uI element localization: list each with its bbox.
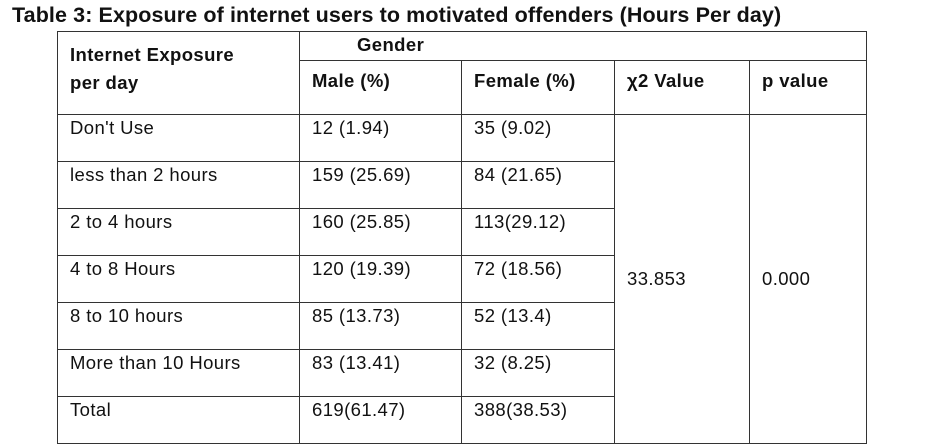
male-cell: 12 (1.94) <box>299 114 462 162</box>
row-label: 8 to 10 hours <box>57 302 300 350</box>
header-chi2-value: χ2 Value <box>614 60 750 115</box>
row-label: More than 10 Hours <box>57 349 300 397</box>
header-gender: Gender <box>298 31 868 61</box>
female-cell: 72 (18.56) <box>461 255 615 303</box>
chi2-value-cell: 33.853 <box>614 114 750 444</box>
header-p-value: p value <box>748 60 868 115</box>
female-cell: 113(29.12) <box>461 208 615 256</box>
row-label: Total <box>57 396 300 444</box>
header-internet-exposure-line1: Internet Exposure <box>70 44 235 65</box>
male-cell: 160 (25.85) <box>299 208 462 256</box>
header-internet-exposure-line2: per day <box>70 72 139 93</box>
exposure-table: Internet Exposure per day Gender Male (%… <box>57 31 868 444</box>
table-row: 2 to 4 hours 160 (25.85) 113(29.12) <box>57 208 867 256</box>
male-cell: 83 (13.41) <box>299 349 462 397</box>
female-cell: 52 (13.4) <box>461 302 615 350</box>
table-title: Table 3: Exposure of internet users to m… <box>12 3 782 27</box>
male-cell: 159 (25.69) <box>299 161 462 209</box>
row-label: 4 to 8 Hours <box>57 255 300 303</box>
table-row: 8 to 10 hours 85 (13.73) 52 (13.4) <box>57 302 867 350</box>
female-cell: 388(38.53) <box>461 396 615 444</box>
p-value-cell: 0.000 <box>748 114 868 444</box>
table-row: 4 to 8 Hours 120 (19.39) 72 (18.56) <box>57 255 867 303</box>
row-label: Don't Use <box>57 114 300 162</box>
male-cell: 85 (13.73) <box>299 302 462 350</box>
male-cell: 619(61.47) <box>299 396 462 444</box>
header-female: Female (%) <box>461 60 615 115</box>
header-male: Male (%) <box>299 60 462 115</box>
female-cell: 84 (21.65) <box>461 161 615 209</box>
female-cell: 35 (9.02) <box>461 114 615 162</box>
row-label: less than 2 hours <box>57 161 300 209</box>
header-internet-exposure: Internet Exposure per day <box>57 31 300 115</box>
female-cell: 32 (8.25) <box>461 349 615 397</box>
table-row: More than 10 Hours 83 (13.41) 32 (8.25) <box>57 349 867 397</box>
table-row: Don't Use 12 (1.94) 35 (9.02) 33.853 0.0… <box>57 114 868 444</box>
row-label: 2 to 4 hours <box>57 208 300 256</box>
male-cell: 120 (19.39) <box>299 255 462 303</box>
table-row: less than 2 hours 159 (25.69) 84 (21.65) <box>57 161 867 209</box>
